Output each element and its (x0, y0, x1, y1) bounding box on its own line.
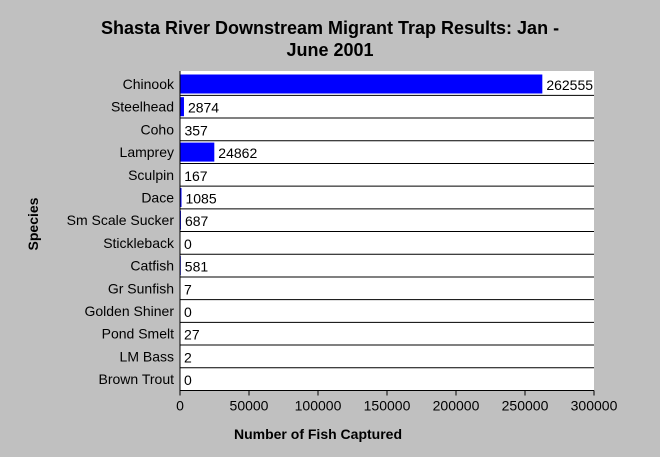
x-tick-label: 250000 (502, 397, 549, 413)
bar-lamprey (180, 142, 215, 162)
category-label-catfish: Catfish (130, 258, 174, 274)
x-tick-label: 200000 (433, 397, 480, 413)
category-label-stickleback: Stickleback (103, 235, 175, 251)
plot-area (180, 71, 594, 390)
category-label-brown-trout: Brown Trout (99, 371, 175, 387)
category-label-golden-shiner: Golden Shiner (84, 303, 174, 319)
bar-steelhead (180, 97, 184, 117)
data-label-stickleback: 0 (184, 236, 192, 252)
category-label-sculpin: Sculpin (128, 167, 174, 183)
data-labels: 262555 2874 357 24862 167 1085 687 0 581 7 0 27 2 0 (184, 77, 593, 388)
x-tick-label: 0 (176, 397, 184, 413)
data-label-steelhead: 2874 (188, 100, 219, 116)
data-label-gr-sunfish: 7 (184, 281, 192, 297)
chart-title-line-2: June 2001 (286, 40, 373, 60)
data-label-lm-bass: 2 (184, 349, 192, 365)
x-tick-label: 150000 (364, 397, 411, 413)
data-label-golden-shiner: 0 (184, 304, 192, 320)
x-tick-label: 100000 (295, 397, 342, 413)
category-label-steelhead: Steelhead (111, 99, 174, 115)
data-label-dace: 1085 (185, 191, 216, 207)
category-label-lm-bass: LM Bass (120, 348, 174, 364)
data-label-chinook: 262555 (546, 77, 593, 93)
data-label-brown-trout: 0 (184, 372, 192, 388)
x-tick-label: 300000 (571, 397, 618, 413)
category-label-dace: Dace (141, 190, 174, 206)
y-axis-title: Species (25, 197, 41, 250)
data-label-catfish: 581 (185, 259, 209, 275)
data-label-sculpin: 167 (184, 168, 208, 184)
category-label-chinook: Chinook (123, 76, 175, 92)
data-label-coho: 357 (184, 122, 208, 138)
x-tick-label: 50000 (230, 397, 269, 413)
category-label-sm-scale-sucker: Sm Scale Sucker (67, 212, 175, 228)
category-labels: Chinook Steelhead Coho Lamprey Sculpin Dace Sm… (67, 76, 175, 387)
category-label-pond-smelt: Pond Smelt (102, 326, 174, 342)
data-label-sm-scale-sucker: 687 (185, 213, 209, 229)
bars (180, 74, 543, 366)
x-axis-title: Number of Fish Captured (234, 426, 402, 442)
category-label-lamprey: Lamprey (120, 144, 174, 160)
x-axis: 0 50000 100000 150000 200000 250000 300000 (176, 71, 618, 413)
category-label-coho: Coho (141, 121, 175, 137)
bar-dace (180, 188, 182, 207)
category-label-gr-sunfish: Gr Sunfish (108, 280, 174, 296)
data-label-pond-smelt: 27 (184, 327, 200, 343)
bar-chinook (180, 74, 543, 94)
data-label-lamprey: 24862 (218, 145, 257, 161)
chart-title-line-1: Shasta River Downstream Migrant Trap Res… (101, 18, 559, 38)
